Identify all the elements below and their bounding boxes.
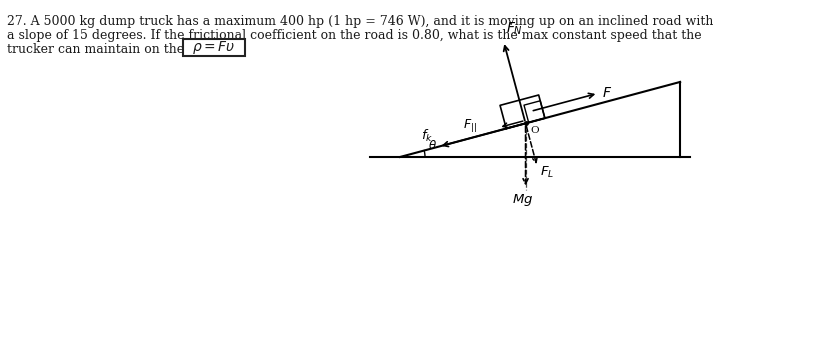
Text: $F_{||}$: $F_{||}$	[462, 117, 477, 134]
Text: $F_N$: $F_N$	[506, 21, 522, 37]
Text: O: O	[531, 126, 539, 136]
Text: 27. A 5000 kg dump truck has a maximum 400 hp (1 hp = 746 W), and it is moving u: 27. A 5000 kg dump truck has a maximum 4…	[7, 15, 713, 28]
Text: trucker can maintain on the inclined?: trucker can maintain on the inclined?	[7, 43, 246, 56]
Text: a slope of 15 degrees. If the frictional coefficient on the road is 0.80, what i: a slope of 15 degrees. If the frictional…	[7, 29, 701, 42]
Text: $\theta$: $\theta$	[428, 139, 437, 152]
Text: $Mg$: $Mg$	[512, 192, 533, 208]
Text: $f_k$: $f_k$	[421, 127, 434, 144]
Text: $F$: $F$	[602, 86, 612, 100]
Text: $F_L$: $F_L$	[540, 165, 554, 180]
Text: $\rho=F\upsilon$: $\rho=F\upsilon$	[192, 39, 236, 56]
Bar	[183, 39, 245, 56]
